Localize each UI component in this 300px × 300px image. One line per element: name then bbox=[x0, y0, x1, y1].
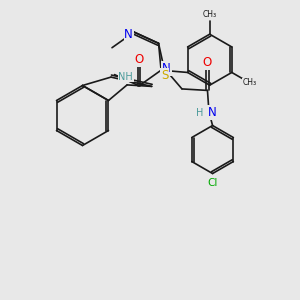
Text: O: O bbox=[203, 56, 212, 69]
Text: N: N bbox=[124, 28, 133, 41]
Text: N: N bbox=[208, 106, 217, 119]
Text: NH: NH bbox=[118, 71, 133, 82]
Text: N: N bbox=[162, 62, 171, 75]
Text: S: S bbox=[161, 69, 168, 82]
Text: CH₃: CH₃ bbox=[202, 10, 217, 19]
Text: CH₃: CH₃ bbox=[242, 78, 256, 87]
Text: Cl: Cl bbox=[207, 178, 218, 188]
Text: O: O bbox=[134, 53, 144, 66]
Text: H: H bbox=[196, 108, 204, 118]
